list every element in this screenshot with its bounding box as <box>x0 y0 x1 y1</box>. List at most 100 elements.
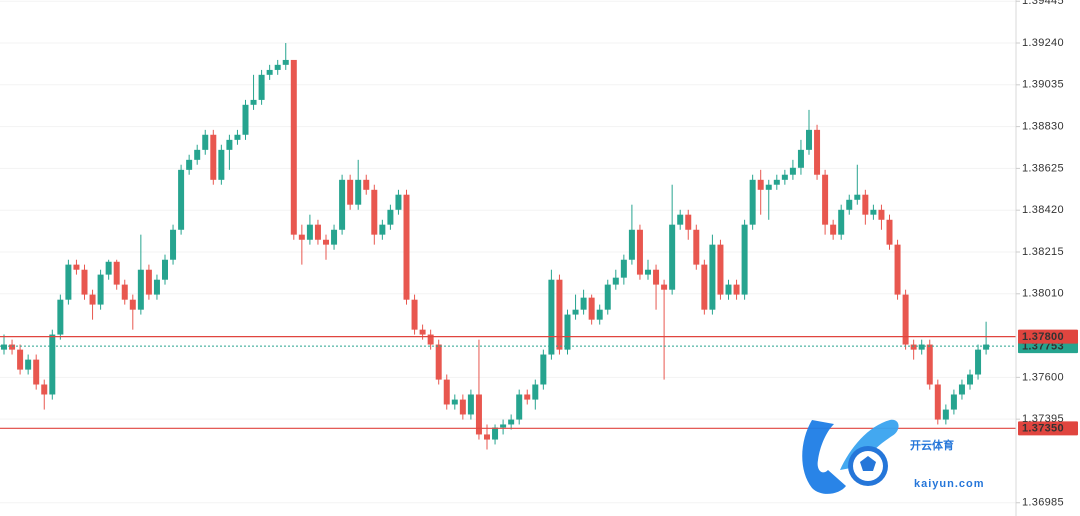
candle-body <box>113 261 120 285</box>
candle-body <box>508 419 515 425</box>
candle-body <box>822 174 829 225</box>
candle-body <box>975 349 982 375</box>
candle-body <box>765 184 772 190</box>
y-tick-label: 1.39445 <box>1022 0 1064 7</box>
candle-body <box>323 239 329 245</box>
candle-body <box>339 179 346 230</box>
candle-body <box>194 149 201 160</box>
candle-body <box>886 219 893 245</box>
price-tag-label: 1.37800 <box>1022 331 1064 343</box>
candles <box>1 43 990 450</box>
candle-body <box>484 434 490 440</box>
candle-body <box>685 214 692 230</box>
candle-body <box>733 284 740 295</box>
grid <box>0 0 1016 504</box>
candle-body <box>870 209 877 215</box>
candle-body <box>636 229 643 275</box>
candle-body <box>186 159 193 170</box>
candle-body <box>806 129 812 150</box>
candle-body <box>202 134 209 150</box>
candle-body <box>580 297 587 310</box>
candle-body <box>653 269 660 285</box>
candle-body <box>355 179 362 205</box>
candle-body <box>9 344 16 350</box>
candle-body <box>33 359 40 385</box>
candle-body <box>902 294 909 345</box>
candle-body <box>564 314 571 350</box>
candle-body <box>234 134 241 140</box>
candle-body <box>411 299 418 330</box>
candle-body <box>918 344 925 350</box>
candle-body <box>331 229 338 245</box>
candle-body <box>492 427 499 440</box>
candle-body <box>717 244 724 295</box>
candle-body <box>137 269 144 310</box>
candle-body <box>371 189 378 235</box>
candle-body <box>218 149 225 180</box>
candle-body <box>958 384 965 395</box>
candle-body <box>741 224 748 295</box>
candle-body <box>926 344 933 385</box>
candle-body <box>797 149 804 168</box>
price-tag <box>1018 329 1078 344</box>
candle-body <box>89 294 96 305</box>
candle-body <box>258 74 265 100</box>
y-tick-label: 1.39240 <box>1022 37 1064 49</box>
candle-body <box>677 214 684 225</box>
y-tick-label: 1.37395 <box>1022 413 1064 425</box>
candle-body <box>516 394 523 420</box>
candle-body <box>910 344 917 350</box>
candle-body <box>661 284 668 290</box>
candle-body <box>73 264 80 270</box>
candle-body <box>314 224 321 240</box>
candle-body <box>178 169 185 230</box>
candle-body <box>145 269 152 295</box>
candle-body <box>934 384 941 420</box>
candle-body <box>532 384 539 400</box>
candle-body <box>894 244 901 295</box>
candle-body <box>435 344 442 380</box>
candle-body <box>620 259 627 278</box>
candle-body <box>701 264 708 310</box>
candle-body <box>693 229 700 265</box>
candle-body <box>242 104 249 135</box>
logo-ball <box>860 456 876 471</box>
price-axis: 1.39445 1.39240 1.39035 1.38830 1.38625 1.384… <box>1016 0 1064 509</box>
candle-body <box>846 199 853 210</box>
candle-body <box>789 167 796 175</box>
candle-body <box>524 394 531 400</box>
candle-body <box>838 209 845 235</box>
y-tick-label: 1.39035 <box>1022 79 1064 91</box>
y-tick-label: 1.38830 <box>1022 121 1064 133</box>
candle-body <box>65 264 72 300</box>
candle-body <box>25 359 32 370</box>
candle-body <box>596 309 603 320</box>
candle-body <box>878 209 885 220</box>
candle-body <box>274 64 281 70</box>
watermark: 开云体育 kaiyun.com <box>802 419 985 494</box>
y-tick-label: 1.38420 <box>1022 204 1064 216</box>
candle-body <box>709 244 716 310</box>
candle-body <box>81 269 88 295</box>
candle-body <box>781 174 788 180</box>
logo-shape <box>802 420 846 494</box>
candle-body <box>57 299 64 335</box>
candle-body <box>830 224 837 235</box>
candle-body <box>467 394 474 415</box>
candle-body <box>556 279 563 350</box>
candle-body <box>725 284 732 295</box>
candle-body <box>475 394 482 435</box>
candle-body <box>379 224 386 235</box>
candle-body <box>282 59 289 65</box>
candle-body <box>443 379 450 405</box>
candle-body <box>854 194 861 200</box>
candle-body <box>387 209 394 225</box>
y-tick-label: 1.37600 <box>1022 371 1064 383</box>
brand-site: kaiyun.com <box>914 478 985 490</box>
candle-body <box>250 99 257 105</box>
y-tick-label: 1.36985 <box>1022 497 1064 509</box>
candle-body <box>459 399 466 415</box>
candle-body <box>210 134 217 180</box>
